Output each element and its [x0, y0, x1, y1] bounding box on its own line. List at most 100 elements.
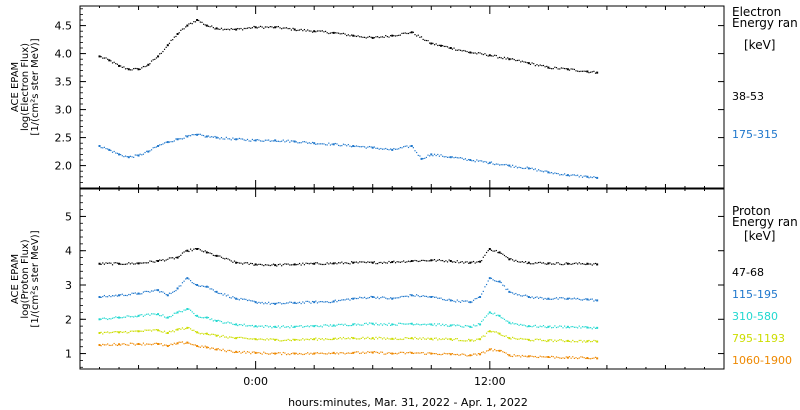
trace-dot	[448, 352, 450, 355]
trace-dot	[440, 324, 442, 327]
trace-dot	[237, 261, 239, 264]
trace-dot	[246, 338, 249, 340]
trace-dot	[390, 297, 392, 299]
trace-dot	[575, 340, 577, 343]
trace-dot	[316, 302, 319, 304]
trace-dot	[290, 352, 293, 355]
trace-dot	[284, 141, 286, 143]
data-point	[313, 325, 316, 328]
trace-dot	[542, 64, 545, 67]
trace-dot	[154, 313, 156, 315]
trace-dot	[481, 320, 483, 323]
trace-dot	[583, 326, 585, 328]
trace-dot	[521, 324, 523, 326]
trace-dot	[425, 324, 427, 326]
legend-entry-38-53: 38-53	[732, 90, 764, 103]
trace-dot	[107, 262, 109, 264]
trace-dot	[442, 259, 444, 262]
trace-dot	[581, 341, 584, 343]
trace-dot	[484, 335, 486, 337]
trace-dot	[124, 343, 127, 346]
data-point	[166, 332, 169, 334]
trace-dot	[227, 28, 229, 30]
trace-dot	[459, 339, 462, 342]
trace-dot	[279, 140, 281, 143]
trace-dot	[181, 28, 184, 30]
trace-dot	[398, 338, 400, 341]
trace-dot	[362, 324, 364, 326]
trace-dot	[526, 262, 528, 265]
trace-dot	[546, 170, 548, 172]
trace-dot	[282, 27, 284, 29]
trace-dot	[580, 356, 582, 358]
trace-dot	[246, 351, 249, 353]
trace-dot	[565, 340, 567, 342]
trace-dot	[212, 320, 214, 322]
trace-dot	[121, 331, 123, 334]
trace-dot	[336, 32, 338, 34]
trace-dot	[524, 167, 527, 169]
trace-dot	[142, 342, 145, 344]
trace-dot	[133, 68, 135, 70]
trace-dot	[326, 144, 328, 146]
trace-dot	[590, 327, 592, 329]
proton-y-tick-label: 4	[65, 245, 72, 258]
trace-dot	[103, 146, 105, 148]
series-47-68	[98, 248, 599, 267]
trace-dot	[485, 54, 488, 56]
trace-dot	[564, 357, 566, 359]
trace-dot	[250, 300, 252, 302]
trace-dot	[261, 353, 263, 355]
trace-dot	[515, 59, 517, 62]
trace-dot	[170, 343, 172, 345]
trace-dot	[568, 356, 571, 358]
trace-dot	[414, 336, 416, 339]
trace-dot	[568, 263, 571, 265]
trace-dot	[209, 288, 211, 290]
trace-dot	[394, 148, 397, 150]
trace-dot	[427, 337, 429, 339]
trace-dot	[572, 263, 574, 265]
trace-dot	[521, 60, 523, 62]
trace-dot	[458, 300, 460, 303]
trace-dot	[490, 277, 493, 279]
trace-dot	[181, 252, 184, 254]
trace-dot	[152, 343, 154, 345]
trace-dot	[289, 353, 291, 356]
trace-dot	[238, 350, 240, 353]
trace-dot	[534, 296, 536, 299]
trace-dot	[407, 260, 410, 262]
data-point	[293, 140, 296, 143]
trace-dot	[303, 326, 306, 328]
trace-dot	[263, 303, 265, 305]
trace-dot	[590, 341, 592, 343]
data-point	[498, 349, 501, 352]
trace-dot	[180, 341, 182, 343]
trace-dot	[328, 32, 330, 35]
trace-dot	[232, 137, 234, 139]
trace-dot	[560, 325, 562, 327]
trace-dot	[534, 324, 536, 326]
trace-dot	[531, 296, 533, 298]
trace-dot	[390, 261, 392, 264]
data-point	[137, 262, 140, 265]
trace-dot	[551, 355, 553, 357]
trace-dot	[568, 340, 571, 342]
trace-dot	[524, 294, 527, 296]
trace-dot	[295, 338, 297, 341]
trace-dot	[181, 138, 184, 140]
trace-dot	[194, 315, 197, 317]
trace-dot	[220, 320, 223, 323]
trace-dot	[303, 339, 306, 341]
trace-dot	[422, 351, 424, 354]
trace-dot	[103, 57, 105, 59]
trace-dot	[539, 296, 541, 298]
trace-dot	[481, 259, 483, 262]
trace-dot	[568, 69, 571, 71]
trace-dot	[570, 357, 572, 359]
trace-dot	[432, 339, 434, 341]
trace-dot	[136, 343, 138, 345]
trace-dot	[380, 351, 382, 353]
trace-dot	[502, 284, 504, 286]
trace-dot	[285, 326, 288, 328]
